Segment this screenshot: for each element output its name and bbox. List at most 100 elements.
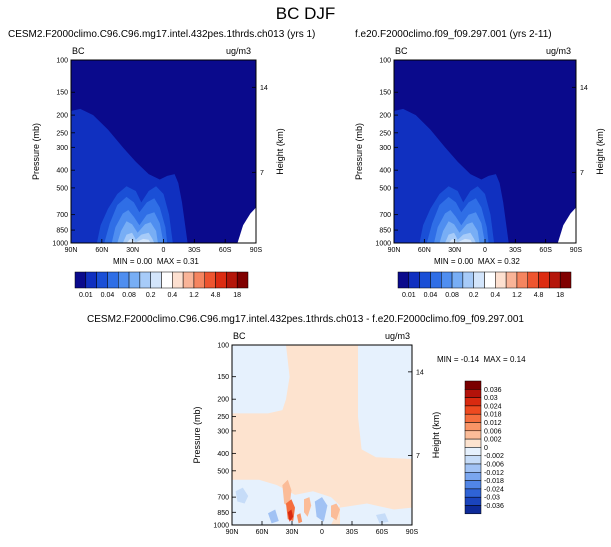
- colorbar-swatch: [538, 271, 550, 289]
- positive-core-5: [331, 503, 340, 521]
- colorbar-swatch: [549, 271, 561, 289]
- colorbar-swatch: [441, 271, 453, 289]
- pressure-tick-label: 400: [217, 451, 229, 458]
- negative-region-right: [358, 345, 412, 459]
- colorbar-swatch: [484, 271, 496, 289]
- orography-mask: [557, 207, 576, 243]
- panel-3-contours: [232, 345, 412, 525]
- height-tick-label: 7: [580, 170, 584, 177]
- lat-tick-label: 30N: [286, 529, 299, 536]
- colorbar-swatch: [74, 271, 87, 289]
- colorbar-label: 0.04: [101, 292, 115, 299]
- pressure-tick-label: 500: [56, 185, 68, 192]
- figure-title: BC DJF: [275, 4, 336, 23]
- colorbar-swatch: [118, 271, 130, 289]
- colorbar-label: 0.4: [167, 292, 177, 299]
- diff-colorbar-swatch: [464, 389, 482, 398]
- pressure-tick-label: 100: [217, 343, 229, 350]
- min-label: MIN =: [434, 257, 456, 266]
- colorbar-swatch: [128, 271, 141, 289]
- diff-colorbar-label: 0.002: [484, 437, 502, 444]
- panel-2-contours: [394, 60, 576, 244]
- pressure-tick-label: 700: [56, 212, 68, 219]
- colorbar-label: 0.08: [445, 292, 459, 299]
- colorbar-swatch: [107, 271, 119, 289]
- colorbar-label: 18: [233, 292, 241, 299]
- diff-colorbar-swatch: [464, 438, 482, 448]
- lat-tick-label: 90S: [250, 247, 263, 254]
- pressure-tick-label: 400: [56, 168, 68, 175]
- colorbar-label: 0.4: [490, 292, 500, 299]
- colorbar-label: 0.2: [146, 292, 156, 299]
- diff-colorbar-label: 0.012: [484, 420, 502, 427]
- min-label: MIN =: [113, 257, 135, 266]
- diff-colorbar-label: 0.018: [484, 412, 502, 419]
- colorbar-swatch: [204, 271, 216, 289]
- negative-core-1: [235, 487, 249, 504]
- pressure-tick-label: 250: [217, 414, 229, 421]
- colorbar-label: 0.2: [469, 292, 479, 299]
- diff-colorbar-label: -0.006: [484, 462, 504, 469]
- height-axis-title: Height (km): [595, 128, 605, 175]
- pressure-tick-label: 1000: [213, 523, 229, 530]
- panel-1-variable: BC: [72, 46, 85, 56]
- height-tick-label: 7: [416, 453, 420, 460]
- positive-core-3: [287, 509, 294, 522]
- panel-1-units: ug/m3: [226, 46, 252, 56]
- panel-3-variable: BC: [233, 331, 246, 341]
- diff-colorbar-label: -0.036: [484, 503, 504, 510]
- positive-core-1: [282, 479, 292, 508]
- diff-colorbar-swatch: [464, 455, 482, 465]
- colorbar-swatch: [419, 271, 431, 289]
- diff-colorbar-label: -0.024: [484, 486, 504, 493]
- pressure-axis-title: Pressure (mb): [354, 123, 364, 180]
- colorbar-swatch: [473, 271, 485, 289]
- min-label: MIN =: [437, 355, 459, 364]
- diff-colorbar-label: 0.006: [484, 428, 502, 435]
- pressure-tick-label: 200: [379, 113, 391, 120]
- colorbar-swatch: [408, 271, 420, 289]
- colorbar-swatch: [505, 271, 518, 289]
- lat-tick-label: 30S: [188, 247, 201, 254]
- panel-1-title: CESM2.F2000climo.C96.C96.mg17.intel.432p…: [8, 29, 316, 40]
- pressure-tick-label: 250: [379, 130, 391, 137]
- diff-colorbar-label: -0.03: [484, 495, 500, 502]
- min-value: 0.00: [457, 257, 474, 266]
- lat-tick-label: 90N: [226, 529, 239, 536]
- panel-2-minmax: MIN = 0.00 MAX = 0.32: [434, 257, 520, 266]
- diff-colorbar-swatch: [464, 397, 482, 407]
- diff-colorbar-swatch: [464, 430, 482, 440]
- panel-3-units: ug/m3: [385, 331, 411, 341]
- positive-core-4: [304, 497, 312, 517]
- min-value: -0.14: [460, 355, 480, 364]
- diff-colorbar-label: -0.018: [484, 478, 504, 485]
- diff-colorbar-swatch: [464, 472, 482, 481]
- pressure-tick-label: 850: [379, 228, 391, 235]
- colorbar-swatch: [495, 271, 507, 289]
- lat-tick-label: 60S: [539, 247, 552, 254]
- height-tick-label: 14: [260, 85, 268, 92]
- lat-tick-label: 0: [320, 529, 324, 536]
- pressure-tick-label: 1000: [52, 241, 68, 248]
- max-label: MAX =: [156, 257, 182, 266]
- lat-tick-label: 60N: [418, 247, 431, 254]
- colorbar-swatch: [193, 271, 205, 289]
- max-value: 0.31: [183, 257, 199, 266]
- max-value: 0.32: [504, 257, 520, 266]
- colorbar-swatch: [139, 271, 151, 289]
- pressure-tick-label: 200: [217, 397, 229, 404]
- colorbar-swatch: [397, 271, 410, 289]
- colorbar-label: 4.8: [211, 292, 221, 299]
- pressure-axis-title: Pressure (mb): [192, 406, 202, 463]
- diff-colorbar-label: -0.002: [484, 453, 504, 460]
- colorbar-swatch: [430, 271, 442, 289]
- negative-core-3: [268, 509, 279, 524]
- lat-tick-label: 0: [162, 247, 166, 254]
- diff-colorbar-swatch: [464, 488, 482, 498]
- panel-3-title: CESM2.F2000climo.C96.C96.mg17.intel.432p…: [87, 314, 524, 325]
- colorbar-swatch: [516, 271, 528, 289]
- diff-colorbar-swatch: [464, 480, 482, 490]
- pressure-tick-label: 300: [56, 145, 68, 152]
- pressure-tick-label: 700: [379, 212, 391, 219]
- pressure-tick-label: 1000: [375, 241, 391, 248]
